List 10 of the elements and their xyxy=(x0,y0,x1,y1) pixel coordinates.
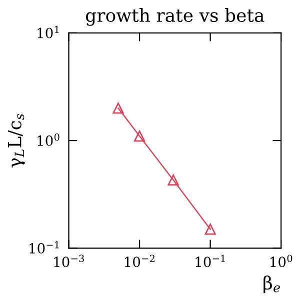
chart-title: growth rate vs beta xyxy=(86,8,264,26)
x-tick-label: 10$^{0}$ xyxy=(270,254,292,268)
x-tick-label: 10$^{−1}$ xyxy=(196,254,225,268)
y-tick-label: 10$^{−1}$ xyxy=(30,241,59,254)
y-tick-label: 10$^{0}$ xyxy=(38,133,60,146)
y-tick-label: 10$^{1}$ xyxy=(38,26,59,38)
x-tick-label: 10$^{−2}$ xyxy=(124,254,154,268)
x-axis-title: β$_{e}$ xyxy=(264,276,280,294)
y-axis-title: γ$_{L}$L/c$_{s}$ xyxy=(8,114,25,168)
x-tick-label: 10$^{−3}$ xyxy=(54,254,84,268)
